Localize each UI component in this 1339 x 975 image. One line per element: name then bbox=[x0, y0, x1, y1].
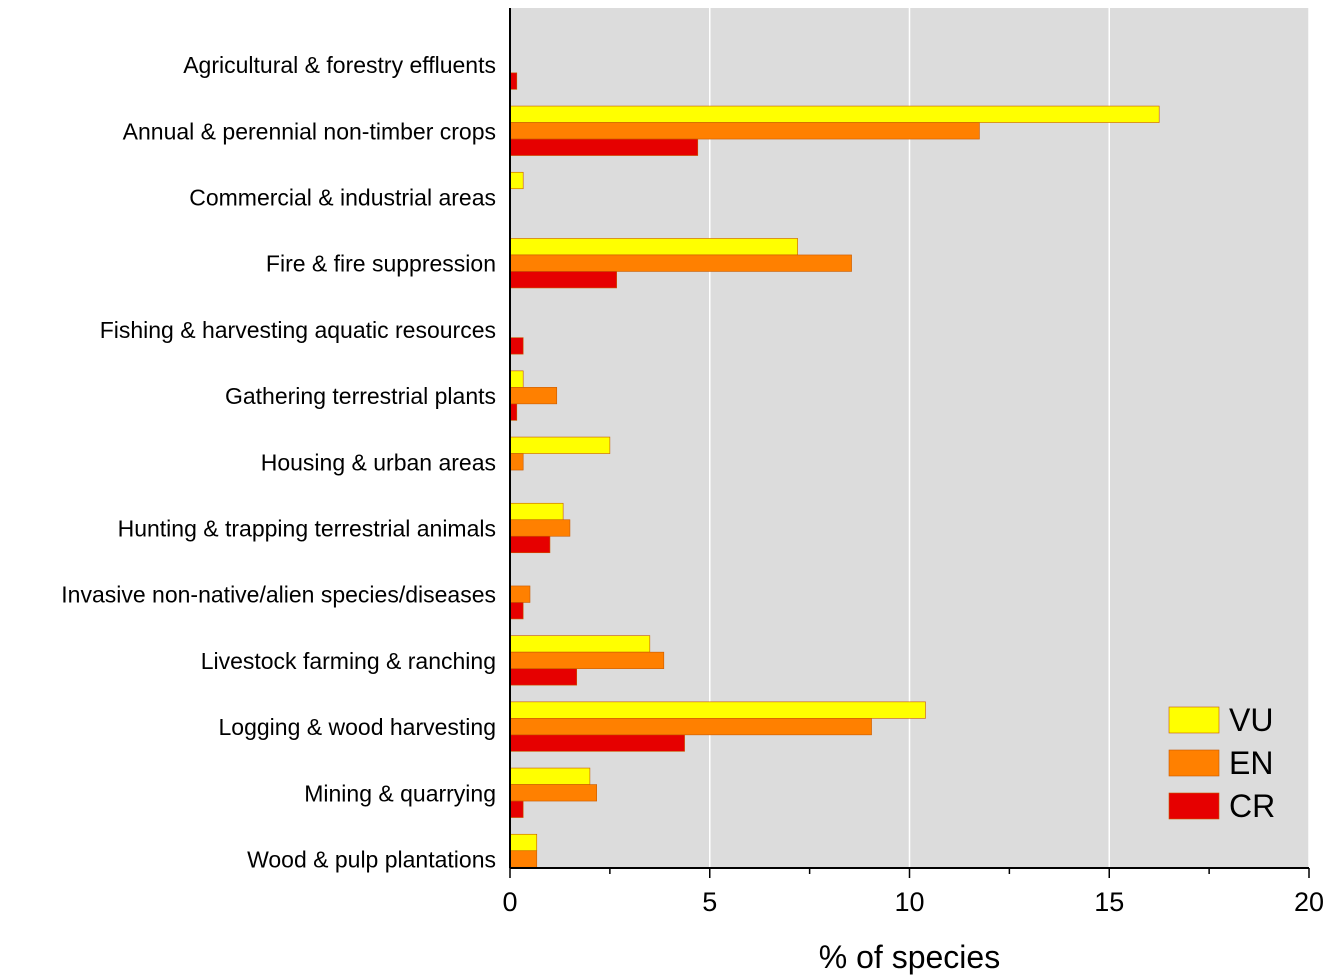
category-label: Agricultural & forestry effluents bbox=[183, 52, 496, 78]
bar-vu bbox=[509, 502, 564, 521]
category-label: Livestock farming & ranching bbox=[201, 648, 496, 674]
bar-en bbox=[509, 122, 980, 140]
bar-vu bbox=[509, 635, 651, 653]
bar-en bbox=[509, 387, 558, 405]
bar-cr bbox=[509, 602, 524, 620]
x-tick-label: 20 bbox=[1294, 887, 1324, 917]
bar-vu bbox=[509, 767, 591, 785]
bar-cr bbox=[509, 138, 699, 156]
bar-vu bbox=[509, 370, 524, 388]
category-label: Housing & urban areas bbox=[261, 449, 496, 475]
bar-en bbox=[509, 519, 571, 537]
x-tick-label: 5 bbox=[702, 887, 717, 917]
bar-vu bbox=[509, 436, 611, 454]
category-label: Commercial & industrial areas bbox=[189, 185, 496, 211]
category-label: Gathering terrestrial plants bbox=[225, 383, 496, 409]
bar-cr bbox=[509, 734, 685, 752]
legend-swatch-vu bbox=[1168, 706, 1220, 734]
category-label: Hunting & trapping terrestrial animals bbox=[118, 516, 496, 542]
bar-cr bbox=[509, 403, 518, 421]
category-labels: Agricultural & forestry effluents Annual … bbox=[61, 52, 496, 872]
bar-cr bbox=[509, 668, 578, 686]
bars bbox=[509, 72, 1160, 868]
x-tick-label: 15 bbox=[1094, 887, 1124, 917]
legend: VU EN CR bbox=[1168, 702, 1275, 824]
category-label: Annual & perennial non-timber crops bbox=[123, 118, 496, 144]
bar-vu bbox=[509, 833, 538, 852]
bar-vu bbox=[509, 105, 1160, 123]
bar-en bbox=[509, 254, 852, 272]
bar-en bbox=[509, 651, 665, 669]
bar-cr bbox=[509, 535, 551, 554]
bar-en bbox=[509, 585, 531, 603]
bar-cr bbox=[509, 800, 524, 818]
x-axis-title: % of species bbox=[819, 939, 1000, 975]
category-label: Mining & quarrying bbox=[304, 780, 496, 806]
bar-cr bbox=[509, 271, 617, 289]
x-tick-label: 0 bbox=[502, 887, 517, 917]
bar-cr bbox=[509, 72, 518, 90]
category-label: Fire & fire suppression bbox=[266, 251, 496, 277]
bar-en bbox=[509, 718, 872, 736]
category-label: Logging & wood harvesting bbox=[219, 714, 496, 740]
bar-cr bbox=[509, 337, 524, 355]
bar-en bbox=[509, 784, 597, 802]
bar-en bbox=[509, 850, 538, 868]
bar-en bbox=[509, 453, 524, 471]
bar-vu bbox=[509, 238, 798, 256]
x-tick-label: 10 bbox=[894, 887, 924, 917]
x-axis-ticks: 0 5 10 15 20 bbox=[502, 868, 1324, 917]
category-label: Fishing & harvesting aquatic resources bbox=[100, 317, 496, 343]
legend-swatch-en bbox=[1168, 749, 1220, 777]
legend-label-vu: VU bbox=[1229, 702, 1273, 738]
legend-swatch-cr bbox=[1168, 792, 1220, 820]
category-label: Wood & pulp plantations bbox=[247, 847, 496, 873]
legend-label-en: EN bbox=[1229, 745, 1273, 781]
bar-vu bbox=[509, 171, 524, 190]
bar-vu bbox=[509, 701, 926, 719]
category-label: Invasive non-native/alien species/diseas… bbox=[61, 582, 496, 608]
legend-label-cr: CR bbox=[1229, 788, 1275, 824]
